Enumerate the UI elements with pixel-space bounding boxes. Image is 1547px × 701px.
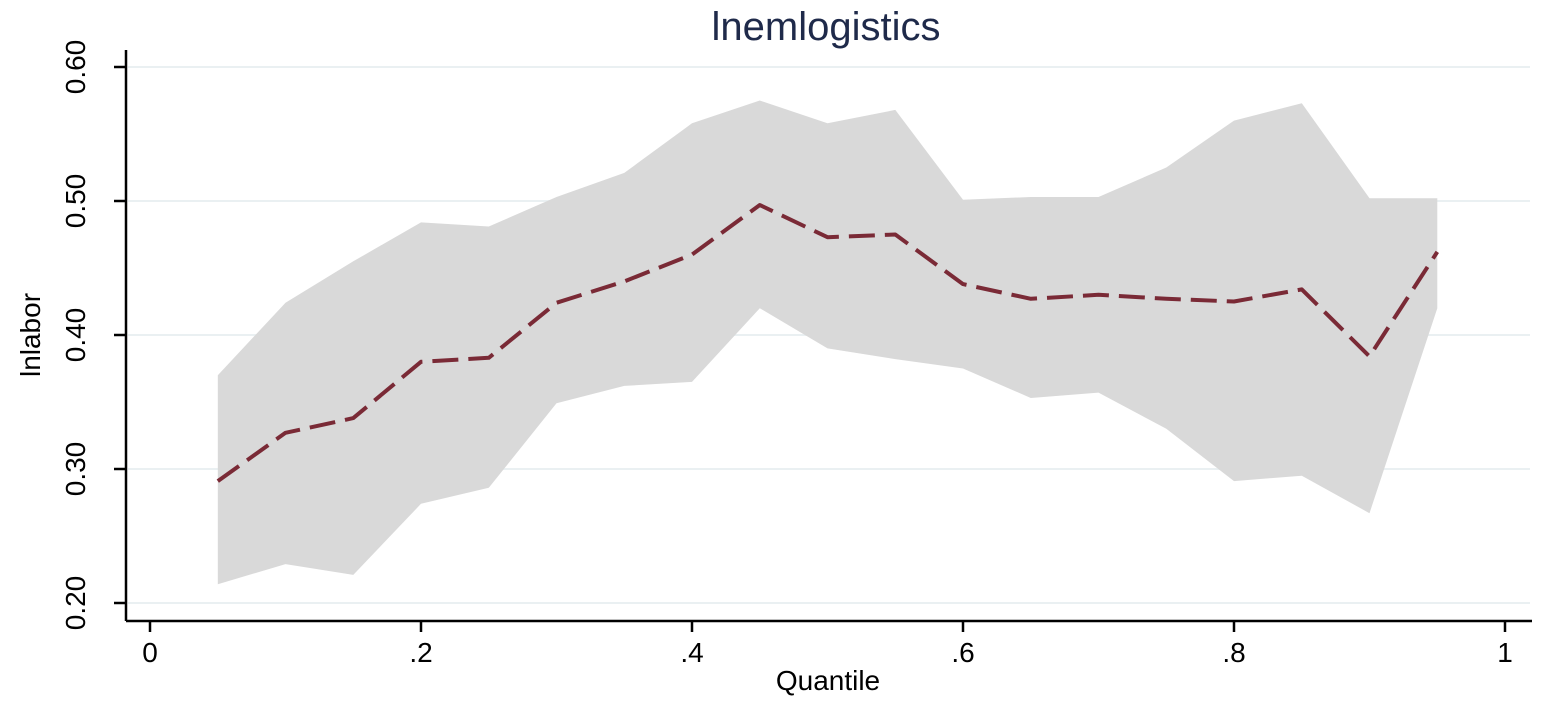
x-tick-label-2: .4 — [680, 637, 703, 668]
estimate-line — [216, 203, 1439, 483]
confidence-band — [217, 100, 1438, 585]
y-tick-label-3: 0.50 — [60, 174, 91, 229]
confidence-band-area — [217, 100, 1438, 585]
x-tick-label-4: .8 — [1222, 637, 1245, 668]
y-tick-label-0: 0.20 — [60, 576, 91, 631]
x-tick-label-1: .2 — [409, 637, 432, 668]
series-line — [216, 203, 1439, 483]
y-ticks: 0.20 0.30 0.40 0.50 0.60 — [60, 40, 126, 631]
x-ticks: 0 .2 .4 .6 .8 1 — [142, 621, 1513, 668]
y-axis-label: lnlabor — [15, 293, 46, 377]
x-tick-label-5: 1 — [1497, 637, 1513, 668]
y-tick-label-1: 0.30 — [60, 442, 91, 497]
y-tick-label-2: 0.40 — [60, 308, 91, 363]
x-tick-label-3: .6 — [951, 637, 974, 668]
x-tick-label-0: 0 — [142, 637, 158, 668]
chart-title: lnemlogistics — [712, 5, 941, 49]
y-tick-label-4: 0.60 — [60, 40, 91, 95]
x-axis-label: Quantile — [776, 665, 880, 696]
